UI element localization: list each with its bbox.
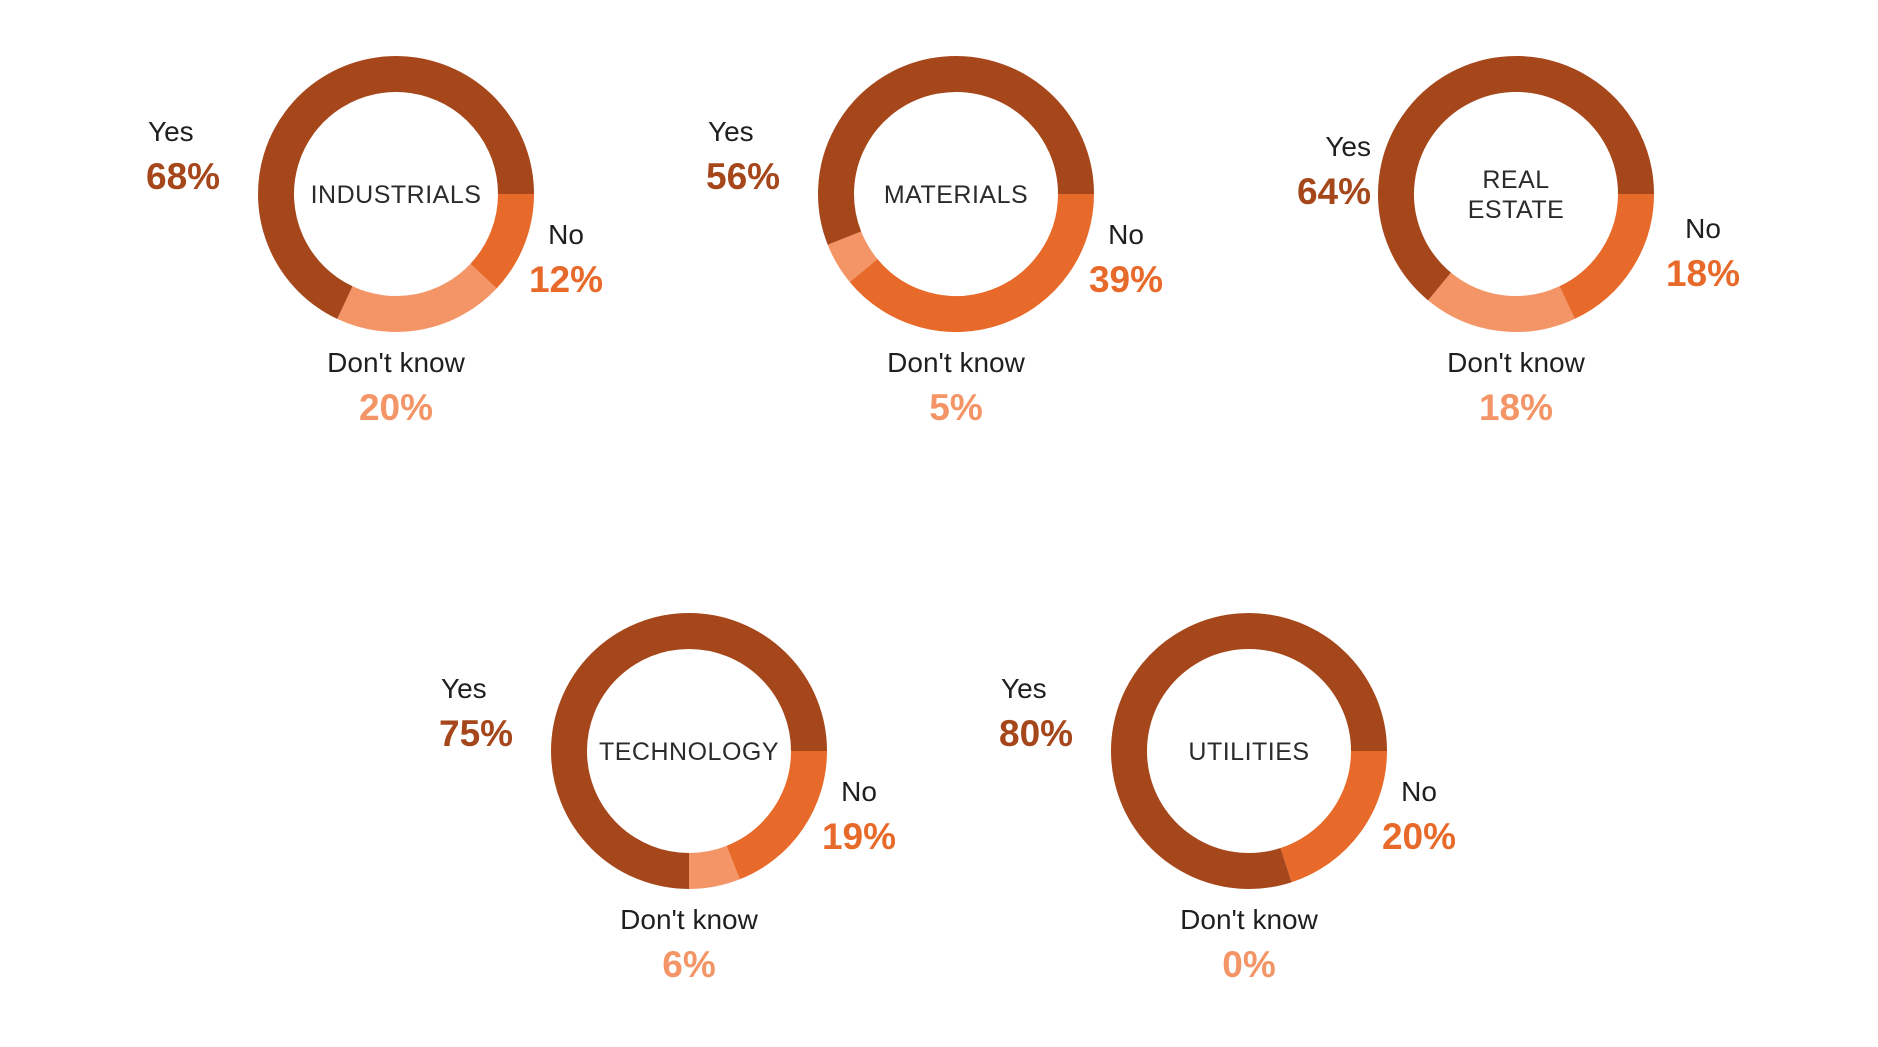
center-label: REAL ESTATE — [1468, 166, 1565, 224]
donut-slice-yes — [1378, 56, 1654, 301]
slice-label-don-t-know: Don't know — [620, 904, 758, 935]
donut-slice-don-t-know — [827, 231, 878, 282]
slice-value-don-t-know: 18% — [1479, 387, 1553, 428]
slice-value-don-t-know: 5% — [929, 387, 982, 428]
donut-slice-no — [849, 193, 1094, 332]
slice-label-yes: Yes — [1001, 673, 1047, 704]
slice-value-no: 19% — [822, 816, 896, 857]
slice-label-yes: Yes — [148, 116, 194, 147]
slice-label-no: No — [1685, 213, 1721, 244]
donut-chart-utilities: UTILITIES Yes 80% No 20% Don't know 0% — [999, 613, 1456, 985]
center-label: INDUSTRIALS — [311, 181, 482, 209]
donut-slice-don-t-know — [688, 845, 740, 889]
slice-label-no: No — [1108, 219, 1144, 250]
center-label: UTILITIES — [1188, 738, 1309, 766]
center-label: MATERIALS — [884, 181, 1028, 209]
slice-label-no: No — [548, 219, 584, 250]
donut-slice-don-t-know — [1428, 272, 1575, 332]
slice-value-no: 12% — [529, 259, 603, 300]
donut-slice-no — [1280, 750, 1387, 883]
slice-value-yes: 68% — [146, 156, 220, 197]
donut-slice-yes — [1111, 613, 1387, 889]
slice-value-don-t-know: 6% — [662, 944, 715, 985]
slice-value-no: 20% — [1382, 816, 1456, 857]
donut-slice-yes — [551, 613, 827, 889]
slice-label-don-t-know: Don't know — [1447, 347, 1585, 378]
donut-chart-technology: TECHNOLOGY Yes 75% No 19% Don't know 6% — [439, 613, 896, 985]
slice-label-yes: Yes — [441, 673, 487, 704]
slice-label-yes: Yes — [1325, 131, 1371, 162]
donut-chart-industrials: INDUSTRIALS Yes 68% No 12% Don't know 20% — [146, 56, 603, 428]
slice-value-yes: 75% — [439, 713, 513, 754]
donut-slice-no — [1558, 193, 1654, 319]
slice-value-don-t-know: 0% — [1222, 944, 1275, 985]
donut-chart-real-estate: REAL ESTATE Yes 64% No 18% Don't know 18% — [1297, 56, 1740, 428]
slice-label-don-t-know: Don't know — [327, 347, 465, 378]
slice-value-yes: 56% — [706, 156, 780, 197]
slice-label-don-t-know: Don't know — [1180, 904, 1318, 935]
donut-slice-no — [469, 193, 534, 289]
slice-label-yes: Yes — [708, 116, 754, 147]
slice-value-yes: 64% — [1297, 171, 1371, 212]
slice-label-no: No — [1401, 776, 1437, 807]
slice-label-no: No — [841, 776, 877, 807]
donut-slice-yes — [258, 56, 534, 319]
slice-value-don-t-know: 20% — [359, 387, 433, 428]
center-label: TECHNOLOGY — [599, 738, 779, 766]
donut-slice-no — [726, 750, 827, 880]
slice-value-no: 39% — [1089, 259, 1163, 300]
donut-slice-yes — [818, 55, 1094, 245]
donut-chart-materials: MATERIALS Yes 56% No 39% Don't know 5% — [706, 55, 1163, 428]
slice-value-no: 18% — [1666, 253, 1740, 294]
donut-slice-don-t-know — [337, 263, 497, 332]
slice-value-yes: 80% — [999, 713, 1073, 754]
slice-label-don-t-know: Don't know — [887, 347, 1025, 378]
